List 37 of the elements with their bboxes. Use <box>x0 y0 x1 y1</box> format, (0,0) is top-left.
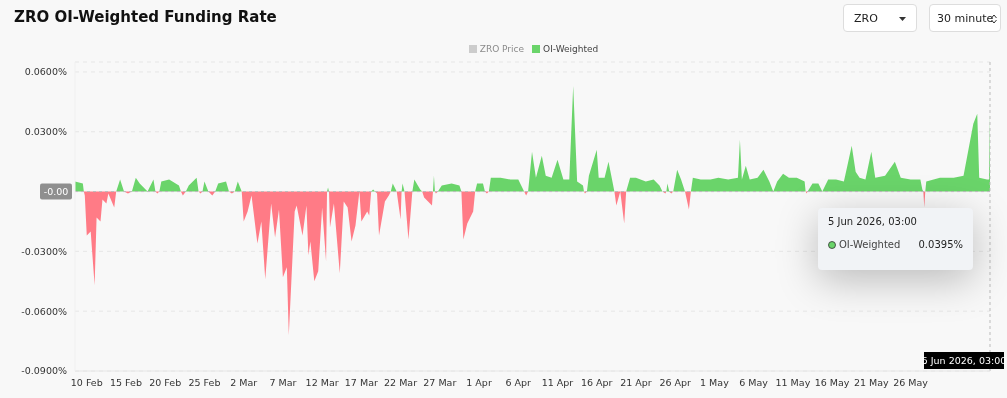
x-tick-label: 27 Mar <box>423 376 457 388</box>
tooltip-panel: 5 Jun 2026, 03:00 OI-Weighted 0.0395% <box>818 208 973 270</box>
x-tick-label: 26 May <box>893 376 929 388</box>
x-tick-label: 6 Apr <box>505 376 532 388</box>
x-tick-label: 1 Apr <box>466 376 492 388</box>
annotation: OI-Weighted <box>839 239 901 250</box>
ref-line-label: -0.00 <box>43 186 69 198</box>
x-tick-label: 15 Feb <box>110 376 142 388</box>
legend-label: ZRO Price <box>478 44 525 54</box>
x-tick-label: 21 Apr <box>620 376 652 388</box>
x-tick-label: 12 Mar <box>305 376 339 388</box>
x-tick-label: 25 Feb <box>188 376 221 388</box>
x-tick-label: 17 Mar <box>344 376 378 388</box>
x-tick-label: 11 Apr <box>541 376 574 388</box>
x-tick-label: 16 May <box>814 376 850 388</box>
x-tick-label: 2 Mar <box>230 376 258 388</box>
x-tick-label: 6 May <box>739 376 769 388</box>
text: ZRO <box>854 11 878 25</box>
x-tick-label: 21 May <box>853 376 890 388</box>
x-tick-label: 1 May <box>700 376 730 388</box>
chart-title: ZRO OI-Weighted Funding Rate <box>14 8 277 26</box>
y-tick-label: -0.0900% <box>21 365 67 377</box>
y-tick-label: -0.0600% <box>21 305 67 317</box>
x-tick-label: 16 Apr <box>580 376 613 388</box>
annotation: 0.0395% <box>918 239 963 250</box>
text: 30 minute <box>937 11 994 25</box>
x-tick-label: 20 Feb <box>149 376 182 388</box>
legend-label: OI-Weighted <box>542 44 599 54</box>
y-tick-label: 0.0600% <box>24 66 67 78</box>
x-tick-label: 22 Mar <box>384 376 418 388</box>
x-tick-label: 26 Apr <box>659 376 692 388</box>
x-tick-label: 10 Feb <box>70 376 103 388</box>
y-tick-label: -0.0300% <box>21 245 67 257</box>
x-tick-label: 11 May <box>775 376 811 388</box>
y-tick-label: 0.0300% <box>24 126 67 138</box>
x-tick-label: 7 Mar <box>269 376 297 388</box>
annotation: 5 Jun 2026, 03:00 <box>828 216 918 227</box>
